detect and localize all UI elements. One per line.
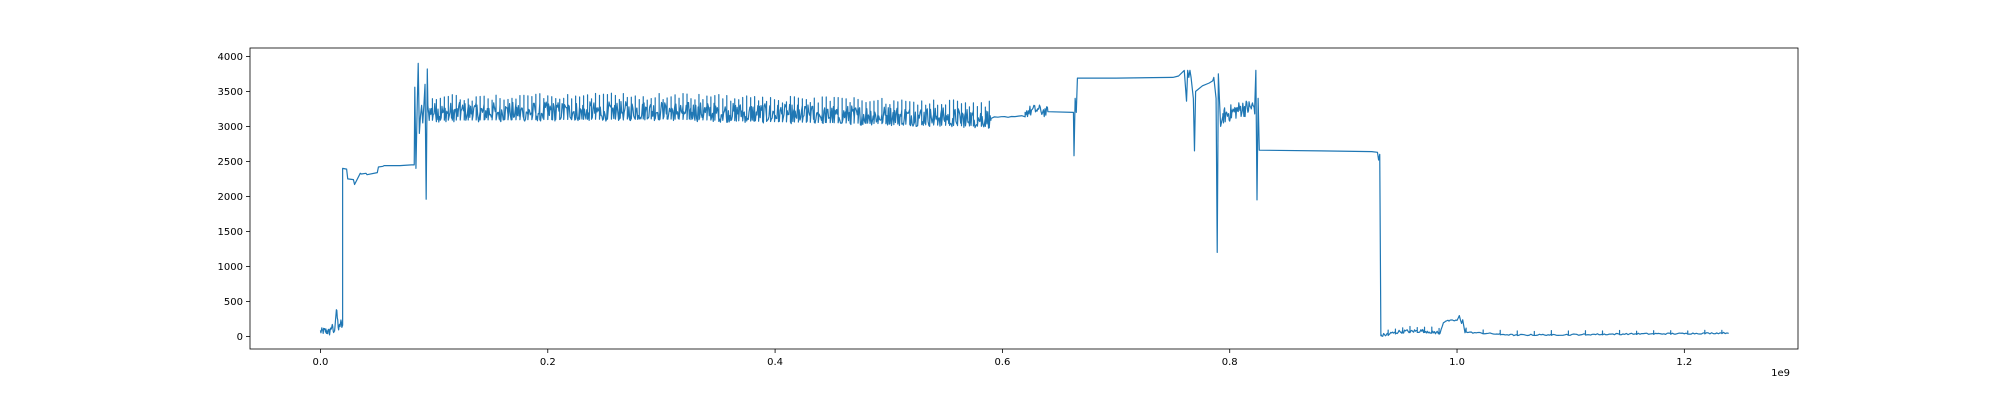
y-tick-label: 2500 <box>218 157 243 168</box>
x-axis: 0.0 0.2 0.4 0.6 0.8 1.0 1.2 <box>313 349 1692 368</box>
y-tick-label: 500 <box>224 297 243 308</box>
x-tick-label: 0.0 <box>313 357 329 368</box>
y-tick-label: 1500 <box>218 227 243 238</box>
y-tick-label: 3000 <box>218 122 243 133</box>
series-layer <box>319 62 1729 337</box>
y-axis: 0 500 1000 1500 2000 2500 3000 3500 4000 <box>218 52 250 343</box>
axes-frame <box>249 47 1799 350</box>
series-line <box>319 62 1729 337</box>
plot-area <box>249 47 1799 350</box>
x-offset-label: 1e9 <box>1771 368 1790 379</box>
x-tick-label: 1.2 <box>1676 357 1692 368</box>
x-tick-label: 0.6 <box>994 357 1010 368</box>
y-tick-label: 1000 <box>218 262 243 273</box>
y-tick-label: 0 <box>237 332 243 343</box>
x-tick-label: 0.8 <box>1222 357 1238 368</box>
x-tick-label: 0.4 <box>767 357 783 368</box>
x-tick-label: 0.2 <box>540 357 556 368</box>
y-tick-label: 3500 <box>218 87 243 98</box>
x-tick-label: 1.0 <box>1449 357 1465 368</box>
y-tick-label: 4000 <box>218 52 243 63</box>
y-tick-label: 2000 <box>218 192 243 203</box>
